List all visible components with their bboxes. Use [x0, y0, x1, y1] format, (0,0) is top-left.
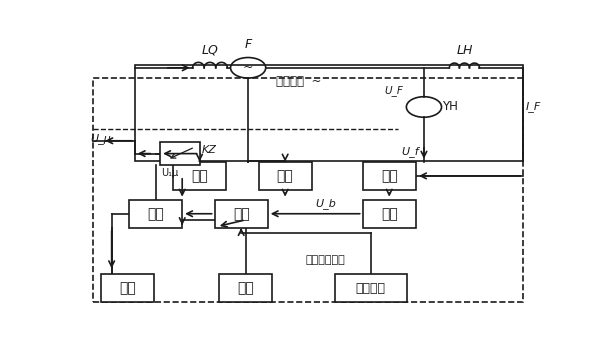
Bar	[219, 274, 272, 302]
Bar	[93, 78, 524, 302]
Bar	[214, 200, 268, 228]
Bar	[101, 274, 155, 302]
Bar	[335, 274, 407, 302]
Text: 放大: 放大	[233, 207, 250, 221]
Text: 触发: 触发	[147, 207, 164, 221]
Text: 同步: 同步	[191, 169, 208, 183]
Bar	[135, 65, 524, 161]
Text: 稳压电源: 稳压电源	[356, 282, 386, 294]
Bar	[362, 162, 416, 190]
Text: U_b: U_b	[315, 198, 336, 209]
Bar	[173, 162, 226, 190]
Text: 测量: 测量	[381, 207, 398, 221]
Bar	[129, 200, 182, 228]
Text: KZ: KZ	[202, 145, 217, 155]
Text: 起励: 起励	[119, 281, 136, 295]
Text: LQ: LQ	[201, 44, 218, 57]
Text: U₁μ: U₁μ	[161, 168, 179, 178]
Text: F: F	[245, 38, 252, 51]
Bar	[259, 162, 312, 190]
Text: YH: YH	[442, 100, 458, 113]
Text: 调差: 调差	[381, 169, 398, 183]
Text: 手控: 手控	[238, 281, 254, 295]
Text: U_f: U_f	[402, 146, 419, 157]
Text: LH: LH	[457, 44, 473, 57]
Text: 励磁电源  ~: 励磁电源 ~	[276, 75, 321, 88]
Text: I_F: I_F	[526, 101, 541, 112]
Bar	[362, 200, 416, 228]
Text: U_F: U_F	[384, 85, 403, 96]
Text: ~: ~	[243, 61, 253, 74]
Text: U_μ: U_μ	[91, 133, 112, 144]
Bar	[160, 142, 199, 165]
Text: 附加控制信号: 附加控制信号	[306, 255, 346, 265]
Text: 反馈: 反馈	[277, 169, 294, 183]
